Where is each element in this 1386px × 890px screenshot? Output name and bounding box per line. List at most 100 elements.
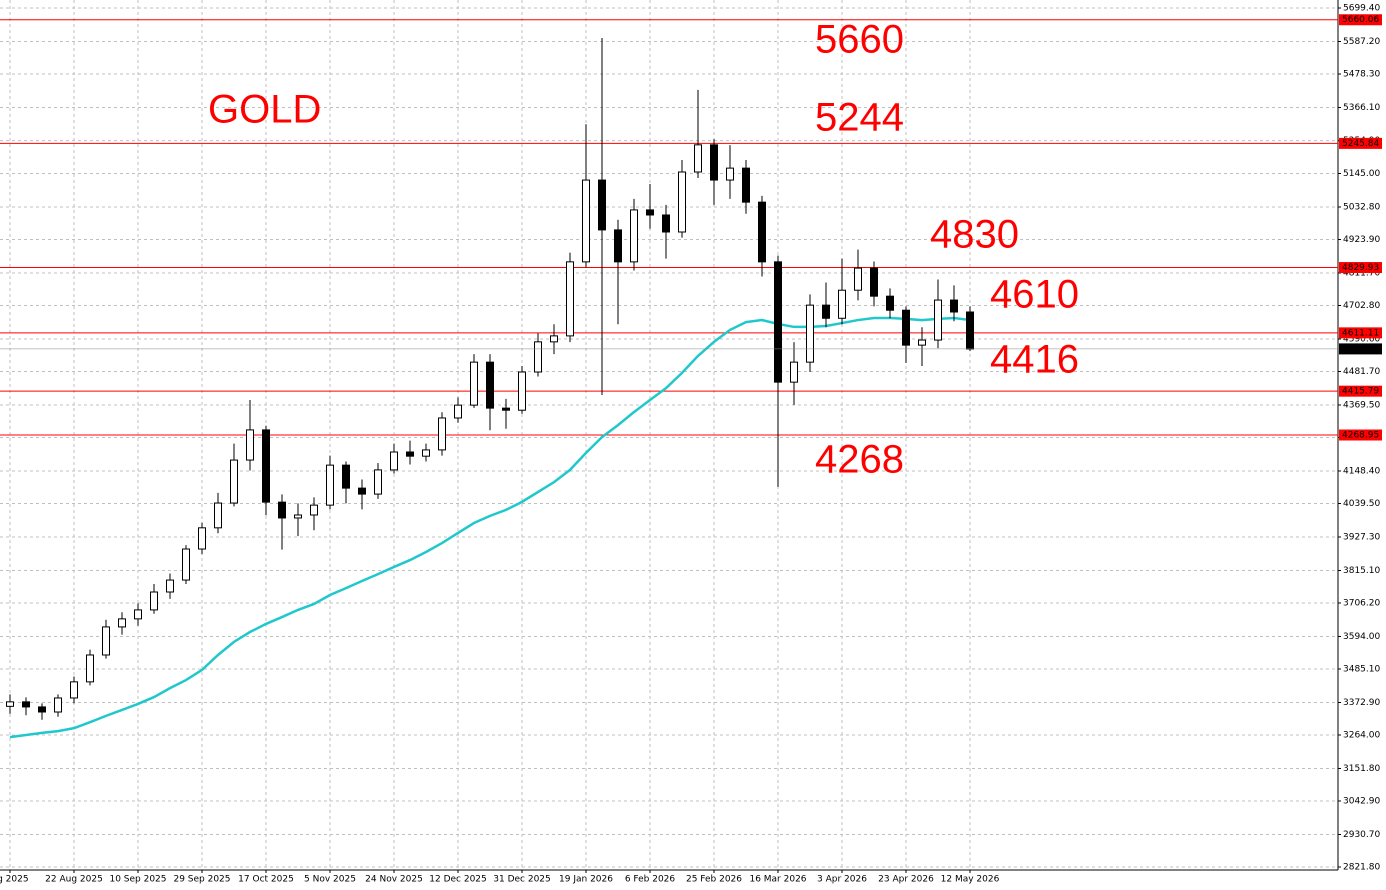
level-box <box>1339 14 1382 26</box>
level-label: 4829.93 <box>1342 263 1379 273</box>
candle-body <box>774 261 782 383</box>
y-tick-label: 4039.50 <box>1343 499 1380 509</box>
candle-body <box>102 626 110 656</box>
y-tick-label: 3264.00 <box>1343 730 1380 740</box>
annotation: 4610 <box>990 273 1079 317</box>
candle-body <box>710 144 718 181</box>
y-tick-label: 2821.80 <box>1343 862 1380 872</box>
candle-body <box>470 361 478 406</box>
level-label: 5660.06 <box>1342 15 1379 25</box>
y-tick-label: 5032.80 <box>1343 202 1380 212</box>
candle-body <box>214 502 222 529</box>
level-box <box>1339 429 1382 441</box>
candle-body <box>678 171 686 233</box>
candle-body <box>646 209 654 216</box>
annotation: 4416 <box>990 338 1079 382</box>
level-label: 5245.84 <box>1342 139 1379 149</box>
y-tick-label: 4369.50 <box>1343 400 1380 410</box>
candle-body <box>662 214 670 233</box>
candle-body <box>950 299 958 313</box>
y-tick-label: 4590.60 <box>1343 334 1380 344</box>
candle-body <box>246 429 254 461</box>
candle-body <box>582 179 590 263</box>
candle-body <box>374 469 382 495</box>
y-tick-label: 5699.40 <box>1343 4 1380 14</box>
y-tick-label: 5587.20 <box>1343 37 1380 47</box>
candle-body <box>166 579 174 593</box>
level-box <box>1339 327 1382 339</box>
y-tick-label: 2930.70 <box>1343 830 1380 840</box>
candle-body <box>790 361 798 383</box>
x-tick-label: 12 May 2026 <box>941 875 1000 885</box>
x-tick-label: 16 Mar 2026 <box>749 875 806 885</box>
level-box <box>1339 137 1382 149</box>
y-tick-label: 3706.20 <box>1343 598 1380 608</box>
annotation: GOLD <box>208 88 321 132</box>
candle-body <box>902 309 910 346</box>
y-tick-label: 5478.30 <box>1343 70 1380 80</box>
candle-body <box>294 514 302 519</box>
candle-body <box>486 361 494 409</box>
annotation: 5244 <box>815 96 904 140</box>
candle-body <box>198 527 206 550</box>
y-tick-label: 3594.00 <box>1343 632 1380 642</box>
candle-body <box>6 701 14 707</box>
y-tick-label: 4148.40 <box>1343 466 1380 476</box>
x-tick-label: 5 Nov 2025 <box>304 875 356 885</box>
candle-body <box>70 681 78 699</box>
candle-body <box>838 289 846 319</box>
candle-body <box>630 209 638 263</box>
candle-body <box>262 429 270 503</box>
x-tick-label: 31 Dec 2025 <box>493 875 551 885</box>
x-tick-label: 23 Apr 2026 <box>878 875 934 885</box>
candle-body <box>118 618 126 628</box>
candle-body <box>934 299 942 341</box>
y-tick-label: 3485.10 <box>1343 664 1380 674</box>
candle-body <box>726 167 734 181</box>
level-label: 4611.11 <box>1342 328 1379 338</box>
candle-body <box>326 464 334 506</box>
x-tick-label: 3 Apr 2026 <box>817 875 867 885</box>
candle-body <box>278 501 286 519</box>
current-price-box <box>1339 343 1382 355</box>
candle-body <box>886 295 894 311</box>
candle-body <box>38 706 46 713</box>
current-price-label: 4557.38 <box>1342 344 1379 354</box>
candle-body <box>870 267 878 297</box>
candle-body <box>454 404 462 419</box>
candle-body <box>342 464 350 489</box>
x-tick-label: 24 Nov 2025 <box>365 875 423 885</box>
candle-body <box>422 449 430 457</box>
candle-body <box>502 407 510 411</box>
candle-body <box>918 339 926 346</box>
candle-body <box>54 697 62 713</box>
candle-body <box>742 167 750 203</box>
candle-body <box>134 609 142 620</box>
x-tick-label: 29 Sep 2025 <box>173 875 230 885</box>
y-tick-label: 4923.90 <box>1343 235 1380 245</box>
y-tick-label: 3927.30 <box>1343 532 1380 542</box>
candle-body <box>598 179 606 231</box>
candle-body <box>614 229 622 263</box>
y-tick-label: 5366.10 <box>1343 103 1380 113</box>
candle-body <box>438 417 446 451</box>
candle-body <box>518 371 526 411</box>
candle-body <box>358 487 366 495</box>
level-label: 4415.79 <box>1342 387 1379 397</box>
annotation: 4830 <box>930 213 1019 257</box>
x-tick-label: 17 Oct 2025 <box>238 875 294 885</box>
y-tick-label: 4811.70 <box>1343 268 1380 278</box>
level-box <box>1339 262 1382 274</box>
candle-body <box>310 504 318 516</box>
candle-body <box>534 341 542 373</box>
y-tick-label: 5145.00 <box>1343 169 1380 179</box>
annotation: 4268 <box>815 438 904 482</box>
y-tick-label: 3372.90 <box>1343 698 1380 708</box>
candle-body <box>822 304 830 319</box>
annotation: 5660 <box>815 18 904 62</box>
y-tick-label: 4481.70 <box>1343 367 1380 377</box>
y-tick-label: 3815.10 <box>1343 566 1380 576</box>
x-tick-label: 25 Feb 2026 <box>686 875 742 885</box>
